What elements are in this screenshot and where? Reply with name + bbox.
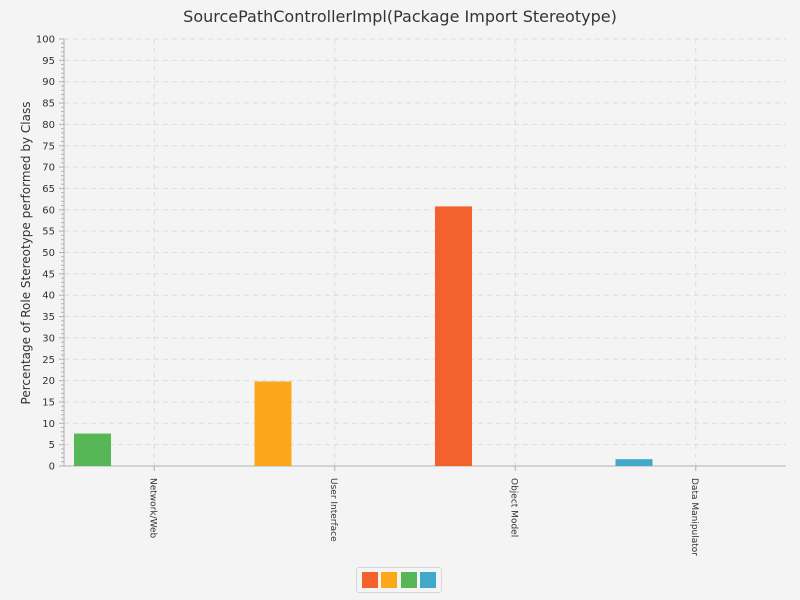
- bar: [435, 206, 472, 466]
- legend-swatch[interactable]: [419, 572, 436, 588]
- y-tick-label: 60: [42, 205, 55, 216]
- y-tick-label: 75: [42, 141, 55, 152]
- y-tick-label: 5: [49, 440, 55, 451]
- x-tick-label: Network/Web: [147, 478, 157, 539]
- y-tick-label: 90: [42, 77, 55, 88]
- y-tick-label: 50: [42, 248, 55, 259]
- x-tick-label: Data Manipulator: [689, 478, 699, 556]
- y-tick-label: 95: [42, 56, 55, 67]
- y-tick-label: 40: [42, 291, 55, 302]
- legend-swatch[interactable]: [381, 572, 398, 588]
- x-tick-label: Object Model: [508, 478, 518, 537]
- legend-swatch[interactable]: [400, 572, 417, 588]
- legend: [356, 567, 442, 593]
- y-tick-label: 30: [42, 333, 55, 344]
- y-tick-label: 85: [42, 99, 55, 110]
- bar: [254, 381, 292, 466]
- y-tick-label: 15: [42, 397, 55, 408]
- y-tick-label: 10: [42, 419, 55, 430]
- bar: [615, 459, 653, 466]
- y-tick-label: 25: [42, 355, 55, 366]
- y-tick-label: 70: [42, 163, 55, 174]
- y-tick-label: 20: [42, 376, 55, 387]
- y-tick-label: 45: [42, 269, 55, 280]
- y-tick-label: 55: [42, 227, 55, 238]
- chart-title: SourcePathControllerImpl(Package Import …: [183, 7, 617, 26]
- y-tick-label: 0: [49, 462, 55, 473]
- x-tick-label: User Interface: [328, 478, 338, 542]
- y-tick-label: 35: [42, 312, 55, 323]
- legend-swatch[interactable]: [362, 572, 379, 588]
- y-tick-label: 100: [36, 35, 55, 46]
- y-tick-label: 65: [42, 184, 55, 195]
- y-tick-label: 80: [42, 120, 55, 131]
- bar: [74, 433, 111, 466]
